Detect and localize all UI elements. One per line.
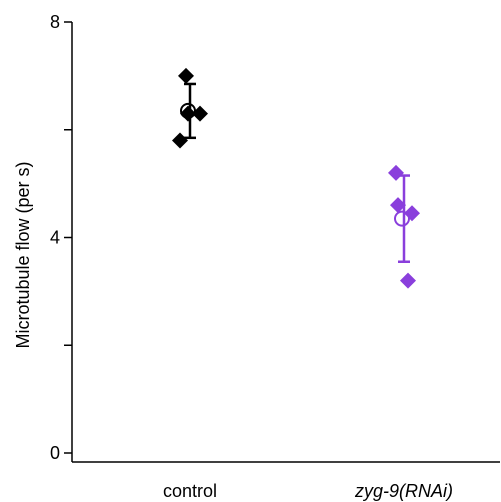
y-axis-title: Microtubule flow (per s) (13, 161, 33, 348)
data-point (172, 132, 188, 149)
y-tick-label: 8 (50, 12, 60, 32)
data-marks (172, 67, 420, 289)
x-category-label: zyg-9(RNAi) (354, 481, 453, 501)
axes (71, 22, 500, 463)
y-tick-label: 0 (50, 443, 60, 463)
data-point (390, 197, 406, 214)
mean-marker (394, 210, 410, 227)
group-1 (388, 164, 420, 289)
data-point (388, 164, 404, 181)
group-0 (172, 67, 208, 149)
y-tick-label: 4 (50, 228, 60, 248)
mean-marker (180, 102, 196, 119)
data-point (400, 272, 416, 289)
x-category-label: control (163, 481, 217, 501)
data-point (192, 105, 208, 122)
y-ticks: 0 4 8 (50, 12, 72, 463)
data-point (178, 67, 194, 84)
x-category-labels: control zyg-9(RNAi) (163, 481, 453, 501)
